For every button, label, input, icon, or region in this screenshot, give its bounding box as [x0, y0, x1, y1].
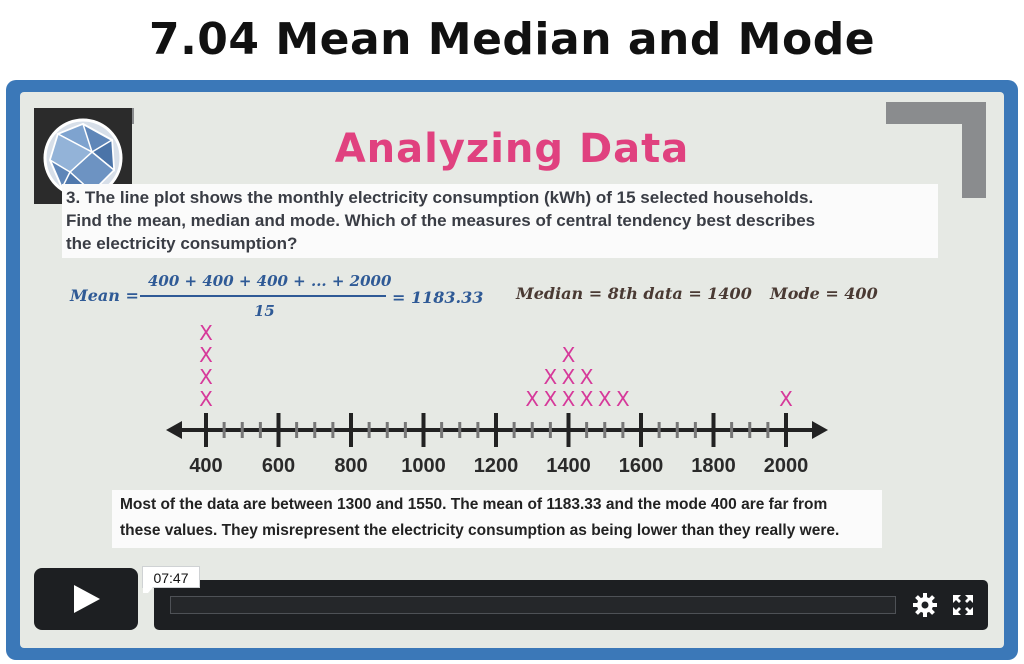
median-formula: Median = 8th data = 1400	[516, 284, 752, 303]
fullscreen-icon[interactable]	[951, 593, 975, 617]
page-title: 7.04 Mean Median and Mode	[148, 14, 876, 65]
question-line: Find the mean, median and mode. Which of…	[66, 211, 816, 230]
polyhedron-logo-icon	[43, 118, 123, 198]
right-bracket-decoration	[962, 102, 986, 198]
play-button[interactable]	[34, 568, 138, 630]
timestamp-label: 07:47	[142, 566, 200, 588]
mode-formula: Mode = 400	[770, 284, 878, 303]
explanation-line: Most of the data are between 1300 and 15…	[120, 496, 828, 513]
progress-bar[interactable]	[170, 596, 896, 614]
question-line: the electricity consumption?	[66, 234, 298, 253]
slide-title: Analyzing Data	[334, 126, 690, 172]
explanation-line: these values. They misrepresent the elec…	[120, 522, 840, 539]
timestamp-pointer	[143, 587, 153, 593]
video-player[interactable]	[20, 92, 1004, 648]
mean-result: = 1183.33	[392, 288, 484, 307]
right-bracket-decoration	[886, 102, 986, 124]
question-text: 3. The line plot shows the monthly elect…	[62, 184, 938, 258]
explanation-text: Most of the data are between 1300 and 15…	[112, 490, 882, 548]
mean-denominator: 15	[254, 302, 275, 320]
mean-label: Mean =	[70, 286, 139, 305]
question-line: 3. The line plot shows the monthly elect…	[66, 188, 814, 207]
mean-numerator: 400 + 400 + 400 + ... + 2000	[148, 272, 392, 290]
fraction-bar	[140, 295, 386, 297]
play-icon	[74, 585, 100, 613]
gear-icon[interactable]	[912, 592, 938, 618]
